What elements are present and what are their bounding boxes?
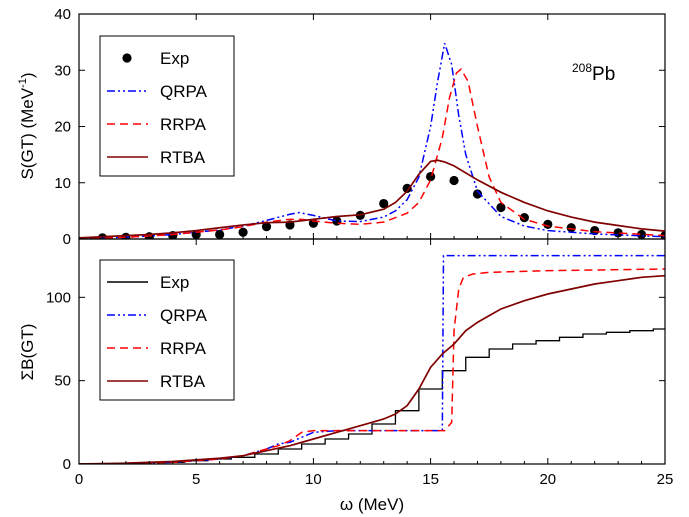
bottom-series-rtba <box>79 274 665 464</box>
top-exp-point <box>496 202 506 213</box>
top-exp-point <box>379 198 389 209</box>
top-y-tick-label: 40 <box>54 6 71 23</box>
top-exp-point <box>543 219 553 229</box>
x-tick-label: 5 <box>192 471 200 488</box>
top-exp-point <box>566 223 576 233</box>
x-tick-label: 25 <box>657 471 674 488</box>
bottom-series-group <box>79 254 665 464</box>
top-legend-exp-label: Exp <box>160 49 189 68</box>
top-exp-point <box>590 225 600 236</box>
top-exp-point <box>519 213 529 223</box>
bottom-y-tick-label: 50 <box>54 373 71 390</box>
top-series-group <box>79 43 665 239</box>
top-panel: 0 10 20 30 40 S(GT) (MeV-1) 208Pb Exp QRPA RRP… <box>17 6 666 248</box>
top-exp-point <box>215 229 225 239</box>
x-axis-title: ω (MeV) <box>340 495 404 514</box>
top-legend-rtba-label: RTBA <box>160 148 206 167</box>
bottom-y-axis-title: ΣB(GT) <box>18 324 37 381</box>
top-exp-point <box>261 222 272 232</box>
bottom-y-tick-label: 100 <box>46 289 71 306</box>
top-exp-point <box>449 175 459 186</box>
top-exp-point <box>402 183 412 193</box>
bottom-legend-qrpa-label: QRPA <box>160 306 208 325</box>
bottom-series-qrpa <box>79 254 665 464</box>
x-tick-label: 20 <box>539 471 556 488</box>
top-legend-frame <box>99 35 235 177</box>
top-series-rrpa <box>79 67 665 239</box>
top-y-tick-label: 10 <box>54 175 71 192</box>
bottom-legend-exp-label: Exp <box>160 273 189 292</box>
top-y-tick-label: 30 <box>54 62 71 79</box>
top-legend-rrpa-label: RRPA <box>160 115 207 134</box>
x-tick-label: 0 <box>75 471 83 488</box>
bottom-legend-rrpa-label: RRPA <box>160 339 207 358</box>
bottom-legend-frame <box>99 259 235 401</box>
bottom-panel: 0 5 10 15 20 25 0 50 100 ΣB(GT) ω (MeV) Exp QRPA R… <box>18 238 674 514</box>
top-exp-point <box>636 229 647 239</box>
top-exp-point <box>238 227 248 237</box>
top-exp-point <box>472 189 483 199</box>
top-y-axis-title: S(GT) (MeV-1) <box>17 72 37 179</box>
bottom-y-tick-label: 0 <box>63 456 71 473</box>
top-series-rtba <box>79 159 665 239</box>
bottom-legend-rtba-label: RTBA <box>160 372 206 391</box>
top-legend-qrpa-label: QRPA <box>160 82 208 101</box>
nucleus-annotation: 208Pb <box>572 61 615 85</box>
bottom-plot-frame <box>78 238 666 465</box>
x-tick-label: 10 <box>305 471 322 488</box>
top-legend: Exp QRPA RRPA RTBA <box>99 35 235 177</box>
top-exp-point <box>426 171 436 182</box>
bottom-legend: Exp QRPA RRPA RTBA <box>99 259 235 401</box>
top-legend-exp-marker <box>122 53 132 63</box>
x-tick-label: 15 <box>422 471 439 488</box>
top-y-tick-label: 20 <box>54 119 71 136</box>
top-y-tick-label: 0 <box>63 231 71 248</box>
